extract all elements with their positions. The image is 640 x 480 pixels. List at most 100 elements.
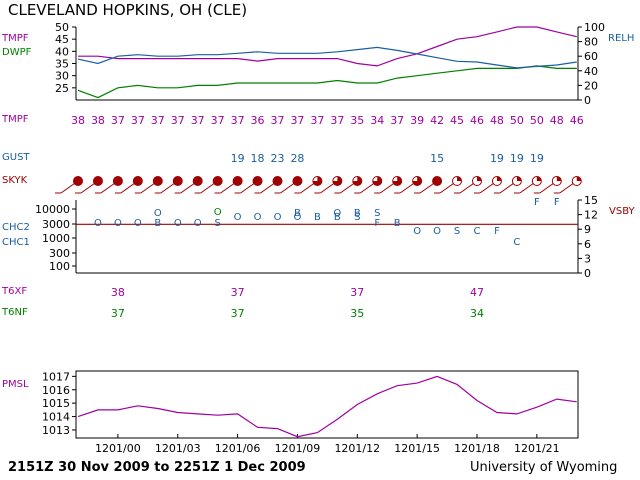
gust-value: 19 [231, 152, 245, 165]
gust-value: 19 [530, 152, 544, 165]
cloud-layer-f: F [374, 218, 380, 229]
vsby-ytick-label: 6 [584, 238, 591, 251]
tmpf-value: 37 [211, 114, 225, 127]
tmpf-value: 38 [71, 114, 85, 127]
pressure-xtick-label: 1201/09 [275, 442, 321, 455]
chc2-axis-label: CHC2 [2, 222, 30, 233]
sky-cover-full [292, 176, 303, 186]
pmsl-axis-label: PMSL [2, 379, 29, 390]
temp-ytick-label: 45 [55, 33, 69, 46]
tmpf-value: 37 [171, 114, 185, 127]
tmpf-value: 42 [430, 114, 444, 127]
vsby-ytick-label: 3 [584, 252, 591, 265]
sky-cover-fill [516, 176, 522, 181]
footer-source: University of Wyoming [470, 460, 618, 475]
cloud-ytick-label: 100 [49, 260, 70, 273]
tmpf-value: 37 [271, 114, 285, 127]
skyk-row-label: SKYK [2, 175, 28, 186]
pressure-xtick-label: 1201/00 [95, 442, 141, 455]
cloud-layer-o: O [114, 218, 122, 229]
sky-cover-fill [477, 176, 482, 181]
sky-cover-fill [457, 176, 462, 181]
temp-ytick-label: 25 [55, 82, 69, 95]
relh-ytick-label: 40 [584, 65, 598, 78]
temp-ytick-label: 30 [55, 70, 69, 83]
station-title: CLEVELAND HOPKINS, OH (CLE) [8, 1, 248, 19]
gust-value: 28 [290, 152, 304, 165]
pressure-ytick-label: 1016 [42, 384, 70, 397]
tmpf-row-label: TMPF [2, 114, 29, 125]
tmpf-value: 46 [470, 114, 484, 127]
t6nf-value: 37 [231, 307, 245, 320]
sky-cover-full [92, 176, 103, 186]
temp-ytick-label: 40 [55, 45, 69, 58]
cloud-layer-b: B [394, 218, 401, 229]
t6xf-value: 37 [231, 286, 245, 299]
cloud-layer-s: S [454, 226, 460, 237]
sky-cover-fill [536, 176, 542, 181]
vsby-axis-label: VSBY [609, 206, 635, 217]
sky-cover-fill [332, 176, 342, 186]
cloud-layer-o: O [174, 218, 182, 229]
cloud-layer-o: O [194, 218, 202, 229]
sky-cover-full [152, 176, 163, 186]
cloud-ytick-label: 3000 [42, 218, 70, 231]
cloud-layer-s: S [374, 208, 380, 219]
t6xf-value: 47 [470, 286, 484, 299]
tmpf-value: 37 [330, 114, 344, 127]
cloud-layer-b: B [154, 218, 161, 229]
cloud-layer-o: O [413, 226, 421, 237]
sky-cover-fill [372, 176, 382, 186]
vsby-ytick-label: 12 [584, 209, 598, 222]
gust-value: 19 [510, 152, 524, 165]
tmpf-value: 37 [231, 114, 245, 127]
tmpf-value: 37 [111, 114, 125, 127]
relh-ytick-label: 20 [584, 79, 598, 92]
series-tmpf [78, 26, 577, 67]
cloud-layer-f: F [554, 197, 560, 208]
dwpf-axis-label: DWPF [2, 47, 32, 58]
tmpf-value: 37 [131, 114, 145, 127]
sky-cover-full [272, 176, 283, 186]
cloud-ytick-label: 300 [49, 247, 70, 260]
cloud-layer-o: O [274, 212, 282, 223]
pressure-xtick-label: 1201/12 [334, 442, 380, 455]
tmpf-value: 38 [91, 114, 105, 127]
gust-value: 15 [430, 152, 444, 165]
tmpf-value: 37 [151, 114, 165, 127]
sky-cover-fill [412, 176, 422, 186]
tmpf-value: 34 [370, 114, 384, 127]
series-pmsl [77, 375, 577, 438]
pressure-xtick-label: 1201/03 [155, 442, 201, 455]
cloud-layer-b: B [334, 212, 341, 223]
sky-cover-fill [312, 176, 322, 186]
sky-cover-full [172, 176, 183, 186]
tmpf-value: 37 [191, 114, 205, 127]
sky-cover-full [252, 176, 263, 186]
tmpf-value: 36 [251, 114, 265, 127]
cloud-layer-s: S [354, 212, 360, 223]
pressure-ytick-label: 1014 [42, 411, 70, 424]
sky-cover-full [212, 176, 223, 186]
cloud-layer-f: F [494, 226, 500, 237]
gust-value: 19 [490, 152, 504, 165]
cloud-layer-f: F [534, 197, 540, 208]
sky-cover-fill [576, 176, 582, 181]
relh-ytick-label: 100 [584, 21, 605, 34]
chc1-axis-label: CHC1 [2, 237, 30, 248]
temp-ytick-label: 35 [55, 58, 69, 71]
cloud-layer-o: O [94, 218, 102, 229]
sky-cover-full [73, 176, 83, 186]
tmpf-value: 46 [570, 114, 584, 127]
cloud-layer-o: O [134, 218, 142, 229]
relh-ytick-label: 80 [584, 36, 598, 49]
sky-cover-full [232, 176, 243, 186]
t6xf-value: 38 [111, 286, 125, 299]
pressure-ytick-label: 1017 [42, 370, 70, 383]
t6nf-row-label: T6NF [2, 307, 28, 318]
cloud-layer-o: O [294, 212, 302, 223]
